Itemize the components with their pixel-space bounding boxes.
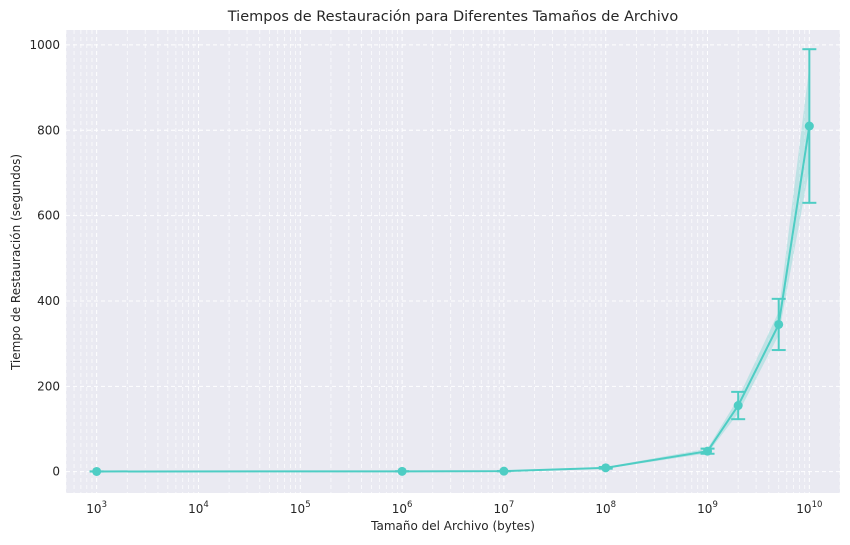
plot-area [66, 30, 840, 493]
x-tick-label: 104 [188, 500, 209, 516]
x-axis-label: Tamaño del Archivo (bytes) [370, 519, 535, 533]
x-tick-label: 103 [86, 500, 107, 516]
data-point [703, 446, 713, 456]
chart-title: Tiempos de Restauración para Diferentes … [227, 9, 679, 25]
data-point [804, 121, 814, 131]
y-tick-labels: 0 200 400 600 800 1000 [29, 38, 60, 479]
series-line [96, 125, 811, 473]
minor-gridlines [65, 30, 841, 493]
data-point [774, 319, 784, 329]
data-point [92, 466, 102, 476]
y-tick-label: 600 [37, 209, 60, 223]
data-point [397, 466, 407, 476]
y-tick-label: 0 [52, 465, 60, 479]
series-layer [89, 48, 817, 476]
x-tick-label: 1010 [796, 500, 822, 516]
x-tick-label: 108 [595, 500, 616, 516]
y-tick-label: 200 [37, 379, 60, 393]
x-tick-label: 107 [494, 500, 515, 516]
x-tick-labels: 103 104 105 106 107 108 109 1010 [86, 500, 822, 516]
data-point [733, 401, 743, 411]
y-tick-label: 400 [37, 294, 60, 308]
x-tick-label: 109 [697, 500, 718, 516]
data-point [601, 463, 611, 473]
x-tick-label: 105 [290, 500, 311, 516]
y-tick-label: 800 [37, 123, 60, 137]
x-tick-label: 106 [392, 500, 413, 516]
y-axis-label: Tiempo de Restauración (segundos) [9, 154, 23, 371]
y-tick-label: 1000 [29, 38, 60, 52]
data-point [499, 466, 509, 476]
